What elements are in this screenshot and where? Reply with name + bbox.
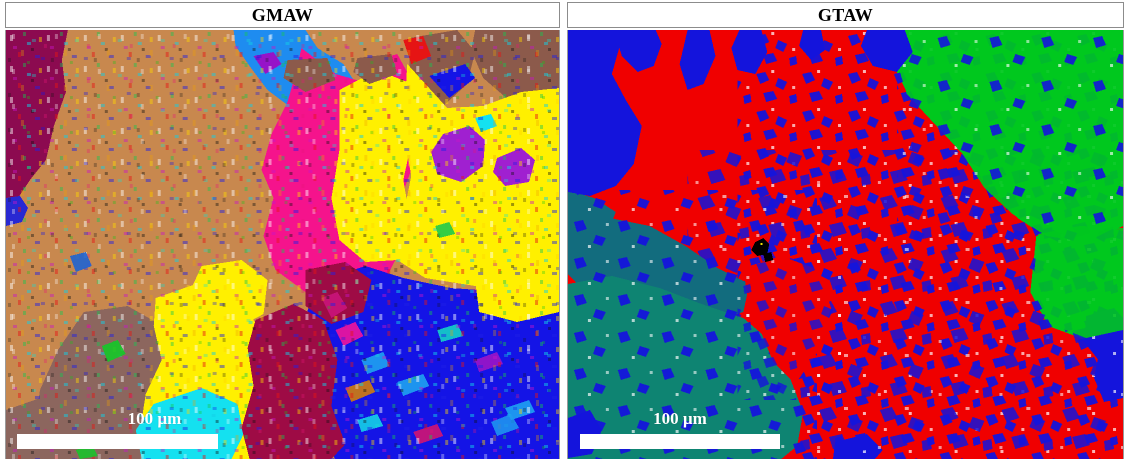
orientation-map-gtaw <box>568 30 1123 459</box>
panel-header-gtaw: GTAW <box>567 2 1124 28</box>
panel-gmaw: GMAW <box>0 0 562 459</box>
scalebar-gmaw: 100 µm <box>17 410 218 449</box>
scalebar-bar-gmaw <box>17 434 218 449</box>
map-frame-gtaw: 100 µm <box>567 30 1124 459</box>
orientation-map-gmaw <box>6 30 559 459</box>
panel-header-gmaw: GMAW <box>5 2 560 28</box>
scalebar-bar-gtaw <box>580 434 780 449</box>
scalebar-label-gmaw: 100 µm <box>127 409 182 428</box>
black-inclusion <box>751 238 774 262</box>
scalebar-label-gtaw: 100 µm <box>653 409 707 428</box>
map-frame-gmaw: 100 µm <box>5 30 560 459</box>
panel-title-gtaw: GTAW <box>817 5 874 25</box>
panel-gtaw: GTAW <box>566 0 1128 459</box>
scalebar-gtaw: 100 µm <box>580 410 780 449</box>
panel-title-gmaw: GMAW <box>251 5 314 25</box>
